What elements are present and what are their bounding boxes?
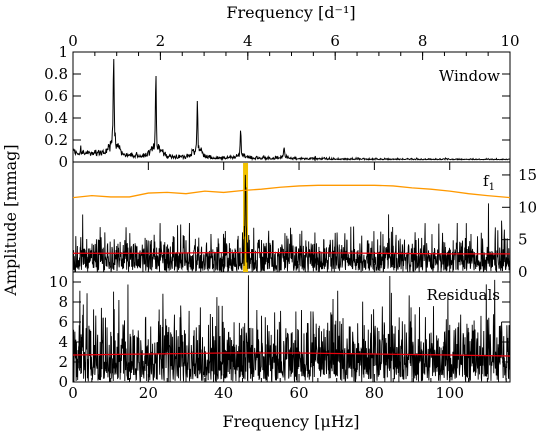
f1-right-y-tick-label: 10 [518,198,537,216]
f1-panel-label: f1 [483,172,495,193]
f1-spectrum [72,163,511,273]
residuals-y-tick-label: 0 [58,373,68,391]
window-y-tick-label: 0.6 [44,87,68,105]
residuals-y-tick-label: 4 [58,333,68,351]
window-function-line [72,58,511,162]
f1-right-y-tick-label: 5 [518,231,528,249]
top-tick-label: 4 [243,32,253,50]
top-axis-label: Frequency [d⁻¹] [226,3,355,22]
window-panel-label: Window [439,67,500,85]
window-y-tick-label: 0 [58,153,68,171]
residuals-y-tick-label: 2 [58,353,68,371]
bottom-tick-label: 20 [139,384,158,402]
window-spectrum [72,58,511,162]
f1-right-y-tick-label: 0 [518,263,528,281]
bottom-tick-label: 60 [289,384,308,402]
f1-amplitude-line [72,174,511,273]
residuals-y-tick-label: 10 [49,273,68,291]
top-tick-label: 6 [330,32,340,50]
top-tick-label: 0 [68,32,78,50]
y-axis-label: Amplitude [mmag] [1,144,20,296]
top-tick-label: 8 [418,32,428,50]
residuals-y-tick-label: 8 [58,293,68,311]
f1-sn-line [72,184,511,199]
bottom-axis-label: Frequency [μHz] [223,412,360,431]
residuals-y-tick-label: 6 [58,313,68,331]
f1-label-main: f [483,172,490,190]
f1-label-subscript: 1 [489,182,495,193]
window-y-tick-label: 0.4 [44,109,68,127]
residuals-panel-frame [72,271,511,383]
top-tick-label: 10 [500,32,519,50]
bottom-tick-label: 100 [435,384,464,402]
residuals-spectrum [72,275,511,383]
f1-frequency-highlight [243,163,249,272]
bottom-tick-label: 40 [214,384,233,402]
window-y-tick-label: 0.2 [44,131,68,149]
window-y-tick-label: 1 [58,43,68,61]
f1-right-y-tick-label: 15 [518,166,537,184]
bottom-tick-label: 0 [68,384,78,402]
top-tick-label: 2 [156,32,166,50]
residuals-panel-label: Residuals [427,286,500,304]
residuals-noise-line [72,352,511,357]
residuals-amplitude-line [72,275,511,383]
f1-noise-line [73,251,510,255]
window-y-tick-label: 0.8 [44,65,68,83]
bottom-tick-label: 80 [365,384,384,402]
